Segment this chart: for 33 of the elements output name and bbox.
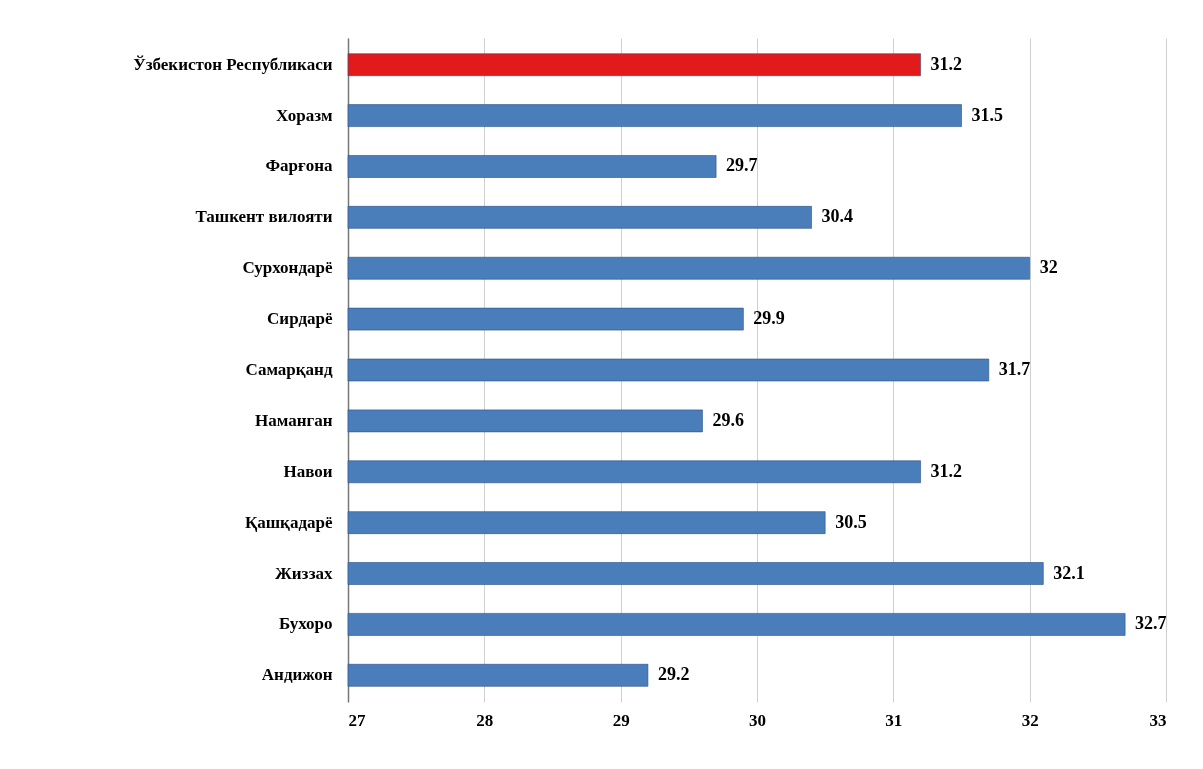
data-label: 29.2 [657, 664, 690, 685]
x-tick-label: 30 [749, 710, 766, 730]
data-label: 31.2 [930, 460, 963, 481]
data-label: 30.5 [835, 511, 867, 532]
data-label: 30.4 [821, 206, 854, 227]
x-tick-label: 31 [885, 710, 903, 730]
x-tick-label: 29 [612, 710, 630, 730]
y-tick-label: Ташкент вилояти [195, 207, 333, 227]
x-tick-label: 32 [1021, 710, 1039, 730]
data-label: 29.6 [712, 409, 744, 430]
y-tick-label: Навои [283, 461, 333, 481]
y-tick-label: Қашқадарё [244, 512, 333, 532]
data-label: 29.9 [753, 308, 785, 329]
data-label: 32.1 [1053, 562, 1085, 583]
data-label: 32.7 [1135, 613, 1167, 634]
y-tick-label: Хоразм [276, 105, 333, 125]
data-label: 31.5 [971, 104, 1003, 125]
x-tick-label: 33 [1149, 710, 1167, 730]
y-tick-label: Бухоро [278, 614, 333, 634]
data-label: 29.7 [726, 155, 758, 176]
data-label: 32 [1039, 257, 1058, 278]
y-tick-label: Самарқанд [245, 360, 333, 379]
data-label: 31.7 [998, 359, 1031, 379]
y-tick-label: Сурхондарё [242, 258, 333, 278]
y-tick-label: Ўзбекистон Республикаси [133, 54, 333, 74]
y-tick-label: Наманган [255, 410, 333, 430]
y-tick-label: Фарғона [265, 156, 333, 176]
x-tick-label: 28 [476, 710, 494, 730]
data-label: 31.2 [930, 53, 963, 74]
y-tick-label: Андижон [261, 665, 333, 685]
x-tick-label: 27 [348, 710, 366, 730]
y-tick-label: Жиззах [275, 563, 333, 583]
y-tick-label: Сирдарё [267, 309, 333, 329]
